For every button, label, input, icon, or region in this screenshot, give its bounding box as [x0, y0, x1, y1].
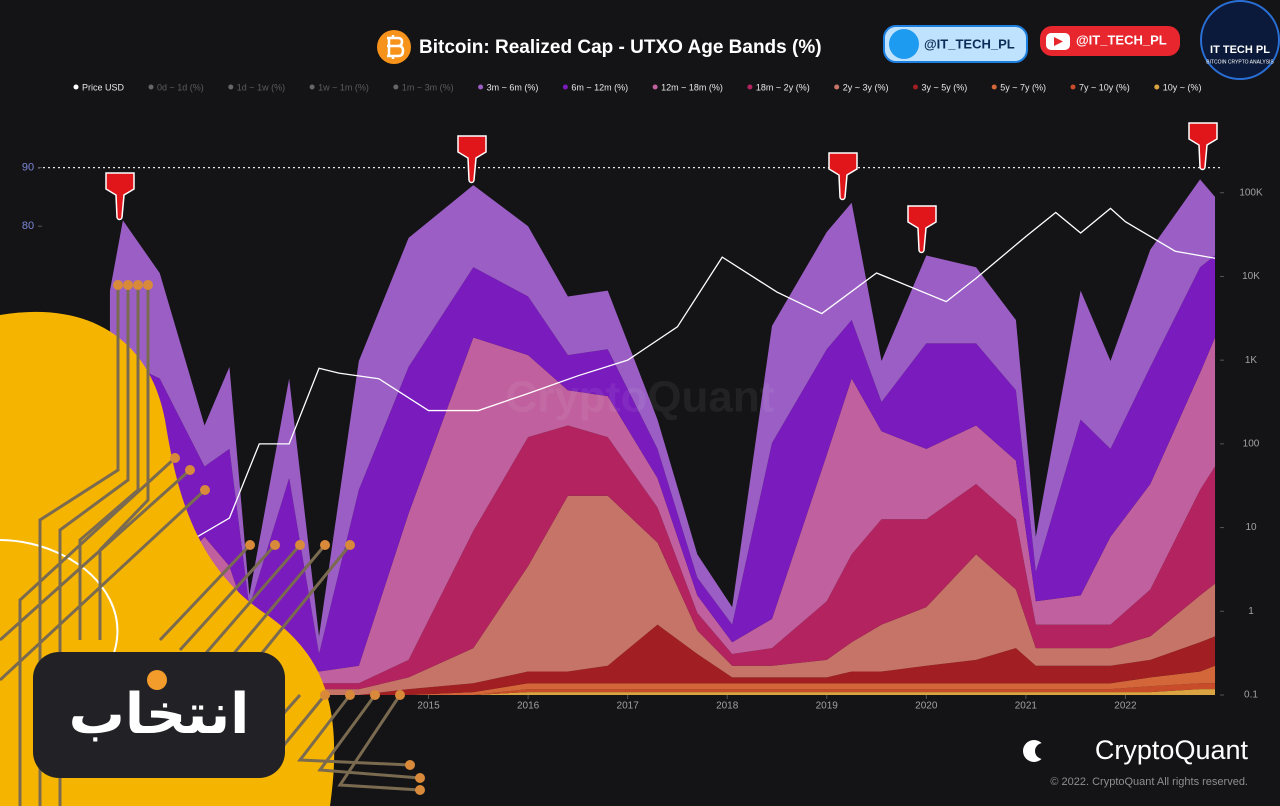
x-tick-label: 2019: [816, 701, 839, 712]
legend-label: 1d ~ 1w (%): [237, 82, 285, 92]
y2-tick-label: 0.1: [1244, 690, 1258, 701]
y2-tick-label: 1: [1248, 606, 1254, 617]
brand-badge-title: IT TECH PL: [1210, 44, 1270, 56]
legend-label: 10y ~ (%): [1163, 82, 1202, 92]
legend-marker: [393, 84, 399, 90]
y-tick-label: 90: [22, 162, 34, 174]
pointer-hand: [907, 205, 937, 254]
provider-logo-cut: [1035, 743, 1051, 759]
x-tick-label: 2016: [517, 701, 540, 712]
overlay-coin: [147, 670, 167, 690]
x-tick-label: 2020: [915, 701, 938, 712]
legend-label: 6m ~ 12m (%): [571, 82, 628, 92]
y2-tick-label: 10: [1245, 522, 1257, 533]
brand-badge-subtitle: BITCOIN CRYPTO ANALYSIS: [1206, 59, 1274, 65]
legend-label: Price USD: [82, 82, 125, 92]
legend-marker: [1154, 84, 1160, 90]
y2-tick-label: 1K: [1245, 355, 1258, 366]
legend-label: 1w ~ 1m (%): [318, 82, 369, 92]
legend-label: 12m ~ 18m (%): [661, 82, 723, 92]
area-band: [109, 255, 1216, 672]
axes: 80 90 0.1 1 10 100 1K 10K 100K 2015 2016 2017 2018 20…: [22, 162, 1263, 712]
provider-name: CryptoQuant: [1095, 735, 1249, 765]
legend-label: 7y ~ 10y (%): [1079, 82, 1130, 92]
chart-title: Bitcoin: Realized Cap - UTXO Age Bands (…: [419, 37, 822, 58]
area-band: [109, 495, 1216, 695]
legend-marker: [148, 84, 154, 90]
legend-marker: [228, 84, 234, 90]
overlay-logo-text: انتخاب: [69, 682, 250, 747]
legend-label: 0d ~ 1d (%): [157, 82, 204, 92]
legend-marker: [991, 84, 997, 90]
copyright: © 2022. CryptoQuant All rights reserved.: [1050, 776, 1248, 788]
pointer-hands: [105, 122, 1218, 254]
area-band: [109, 624, 1216, 695]
legend-label: 18m ~ 2y (%): [756, 82, 810, 92]
legend-marker: [652, 84, 658, 90]
legend-marker: [912, 84, 918, 90]
youtube-play: [1054, 37, 1063, 46]
legend-marker: [478, 84, 484, 90]
overlay-logo-box: [33, 652, 285, 778]
circuit-dots: [113, 280, 425, 795]
youtube-handle: @IT_TECH_PL: [1076, 32, 1167, 47]
y2-tick-label: 10K: [1242, 271, 1260, 282]
x-tick-label: 2018: [716, 701, 739, 712]
y-tick-label: 80: [22, 220, 34, 232]
plot-area: [109, 179, 1216, 695]
legend-marker: [562, 84, 568, 90]
legend-label: 3m ~ 6m (%): [487, 82, 539, 92]
area-band: [109, 665, 1216, 695]
legend-label: 3y ~ 5y (%): [921, 82, 967, 92]
twitter-icon: [889, 29, 919, 59]
pointer-hand: [828, 152, 858, 201]
bitcoin-symbol: [387, 35, 405, 59]
x-tick-label: 2015: [417, 701, 440, 712]
x-tick-label: 2021: [1015, 701, 1038, 712]
youtube-badge: [1040, 26, 1180, 56]
y2-tick-label: 100: [1243, 438, 1260, 449]
twitter-handle: @IT_TECH_PL: [924, 36, 1015, 51]
overlay: انتخاب: [0, 280, 425, 806]
price-line: [169, 207, 1216, 554]
x-tick-label: 2022: [1114, 701, 1137, 712]
brand-badge: [1200, 0, 1280, 80]
legend-label: 5y ~ 7y (%): [1000, 82, 1046, 92]
x-tick-label: 2017: [617, 701, 640, 712]
area-band: [109, 337, 1216, 684]
legend-label: 1m ~ 3m (%): [402, 82, 454, 92]
legend-marker: [309, 84, 315, 90]
legend-marker: [834, 84, 840, 90]
pointer-hand: [457, 135, 487, 184]
watermark: CryptoQuant: [506, 373, 775, 422]
legend-marker: [1070, 84, 1076, 90]
pointer-hand: [1188, 122, 1218, 171]
twitter-badge: [883, 25, 1028, 63]
legend: Price USD 0d ~ 1d (%) 1d ~ 1w (%) 1w ~ 1m (…: [73, 82, 1202, 92]
y2-tick-label: 100K: [1239, 187, 1263, 198]
legend-label: 2y ~ 3y (%): [843, 82, 889, 92]
legend-marker: [747, 84, 753, 90]
legend-marker: [73, 84, 79, 90]
pointer-hand: [105, 172, 135, 221]
